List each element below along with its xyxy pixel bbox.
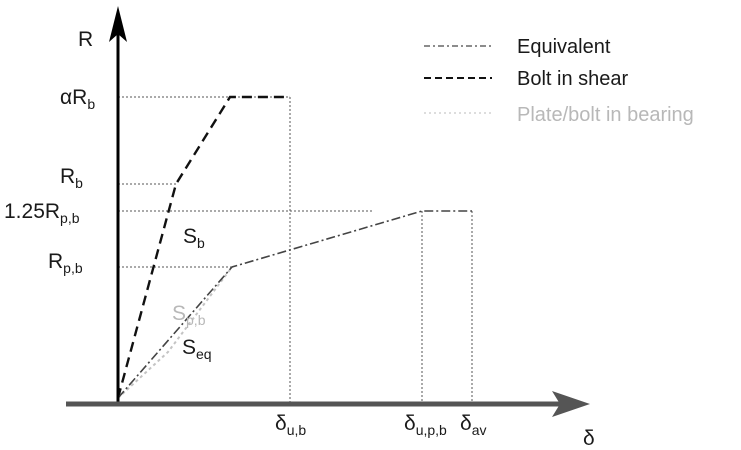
guide-lines	[118, 96, 473, 405]
legend-label-plate-bearing: Plate/bolt in bearing	[517, 104, 694, 126]
x-axis-arrow	[552, 391, 590, 417]
stiffness-label-bolt: Sb	[183, 225, 205, 251]
bolt-shear-curve	[116, 95, 290, 399]
legend-label-equivalent: Equivalent	[517, 36, 611, 58]
x-tick-delta-av: δav	[460, 412, 487, 438]
y-axis-label: R	[78, 28, 93, 51]
x-tick-delta-upb: δu,p,b	[404, 412, 447, 438]
y-tick-rpb: Rp,b	[48, 250, 83, 276]
stiffness-label-equivalent: Seq	[182, 336, 212, 362]
stiffness-label-plate: Sp,b	[172, 302, 206, 328]
x-tick-delta-ub: δu,b	[275, 412, 306, 438]
y-tick-rb: Rb	[60, 165, 83, 191]
y-tick-125rpb: 1.25Rp,b	[4, 200, 80, 226]
y-tick-alpha-rb: αRb	[60, 86, 95, 112]
legend-label-bolt-shear: Bolt in shear	[517, 68, 629, 90]
axes	[66, 6, 590, 417]
plate-bearing-curve	[117, 266, 233, 399]
equivalent-curve	[117, 210, 472, 399]
legend: Equivalent Bolt in shear Plate/bolt in b…	[424, 36, 694, 126]
y-axis-arrow	[109, 6, 127, 42]
x-axis-label: δ	[583, 427, 595, 450]
